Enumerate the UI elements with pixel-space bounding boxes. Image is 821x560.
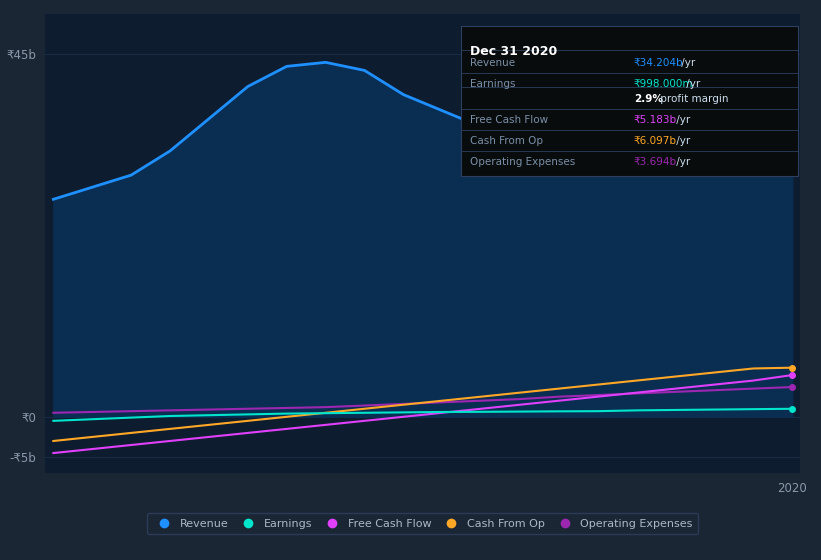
Text: /yr: /yr — [673, 136, 690, 146]
Text: ₹6.097b: ₹6.097b — [634, 136, 677, 146]
Text: /yr: /yr — [673, 157, 690, 167]
Text: Free Cash Flow: Free Cash Flow — [470, 115, 548, 125]
Text: ₹5.183b: ₹5.183b — [634, 115, 677, 125]
Text: ₹3.694b: ₹3.694b — [634, 157, 677, 167]
Text: /yr: /yr — [683, 79, 701, 89]
Text: Operating Expenses: Operating Expenses — [470, 157, 575, 167]
Text: profit margin: profit margin — [657, 94, 728, 104]
Text: 2.9%: 2.9% — [634, 94, 663, 104]
Text: ₹34.204b: ₹34.204b — [634, 58, 683, 68]
Text: ₹998.000m: ₹998.000m — [634, 79, 693, 89]
Text: Cash From Op: Cash From Op — [470, 136, 543, 146]
Text: Earnings: Earnings — [470, 79, 515, 89]
Text: /yr: /yr — [678, 58, 695, 68]
Text: Dec 31 2020: Dec 31 2020 — [470, 45, 557, 58]
Legend: Revenue, Earnings, Free Cash Flow, Cash From Op, Operating Expenses: Revenue, Earnings, Free Cash Flow, Cash … — [147, 513, 699, 534]
Text: Revenue: Revenue — [470, 58, 515, 68]
Text: /yr: /yr — [673, 115, 690, 125]
